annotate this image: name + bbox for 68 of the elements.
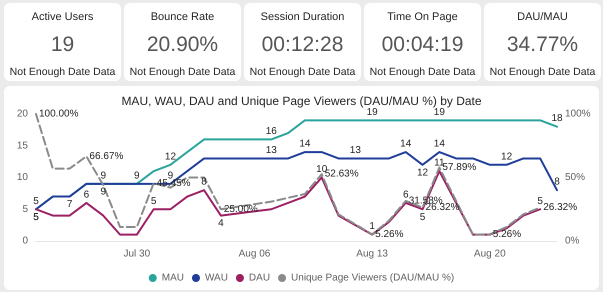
text: Not Enough Date Data [368,66,476,78]
data-label: 6 [84,189,90,200]
data-label: 12 [416,167,429,178]
data-label: 5.26% [375,228,404,240]
data-label: 5 [537,196,544,207]
text: DAU/MAU [516,11,569,23]
y-tick-label: 5 [22,204,28,215]
data-label: 5 [420,212,426,223]
data-label: 14 [299,138,311,150]
data-label: 66.67% [89,150,124,162]
y2-tick-label: 0% [565,236,580,246]
text: 00:12:28 [260,33,344,57]
text: Session Duration [260,11,346,23]
data-label: 12 [501,151,513,162]
data-label: 8 [201,176,208,188]
x-tick-label: Jul 30 [123,248,151,260]
x-tick-label: Aug 13 [356,248,388,260]
text: 19 [50,33,76,57]
data-label: 25.00% [224,204,258,215]
data-label: 14 [434,138,446,150]
y-tick-label: 20 [16,108,28,120]
data-label: 100.00% [39,108,79,120]
text: Time On Page [386,11,459,23]
data-label: 18 [551,113,563,124]
data-label: 5 [33,196,40,207]
data-label: 26.32% [543,202,578,214]
y2-tick-label: 50% [565,172,586,183]
data-label: 6 [402,189,409,200]
text: 34.77% [506,33,580,57]
legend-label: WAU [204,272,228,284]
data-label: 5 [150,196,157,207]
chart-title: MAU, WAU, DAU and Unique Page Viewers (DAU/MAU %) by Date [121,94,482,108]
text: Not Enough Date Data [8,66,116,78]
data-label: 8 [554,176,560,188]
legend-label: DAU [248,272,270,284]
y-tick-label: 0 [22,236,28,246]
data-label: 1 [369,221,376,232]
data-label: 13 [350,144,362,156]
text: Bounce Rate [150,11,216,23]
text: 20.90% [146,33,220,57]
text: Active Users [30,11,94,23]
data-label: 4 [218,218,224,230]
data-label: 9 [100,186,106,198]
data-label: 13 [266,144,278,156]
data-label: 16 [266,126,278,137]
data-label: 12 [164,151,176,162]
data-label: 57.89% [442,162,476,173]
data-label: 7 [66,199,73,210]
text: Not Enough Date Data [488,66,596,78]
data-label: 52.63% [324,168,359,180]
y2-tick-label: 100% [565,108,591,120]
data-label: 5 [33,212,40,223]
x-tick-label: Aug 06 [238,248,271,260]
x-tick-label: Aug 20 [474,248,506,260]
line-series [35,170,542,236]
text: Not Enough Date Data [128,66,236,78]
y-tick-label: 10 [16,172,28,183]
data-label: 19 [434,106,446,118]
data-label: 9 [134,170,140,182]
data-label: 14 [400,138,412,150]
data-label: 9 [100,170,106,182]
data-label: 5.26% [492,228,522,240]
text: Not Enough Date Data [248,66,356,78]
data-label: 19 [366,106,378,118]
y-tick-label: 15 [16,140,28,152]
legend-label: Unique Page Viewers (DAU/MAU %) [291,272,454,284]
text: 00:04:19 [380,33,464,57]
legend-label: MAU [162,272,184,284]
